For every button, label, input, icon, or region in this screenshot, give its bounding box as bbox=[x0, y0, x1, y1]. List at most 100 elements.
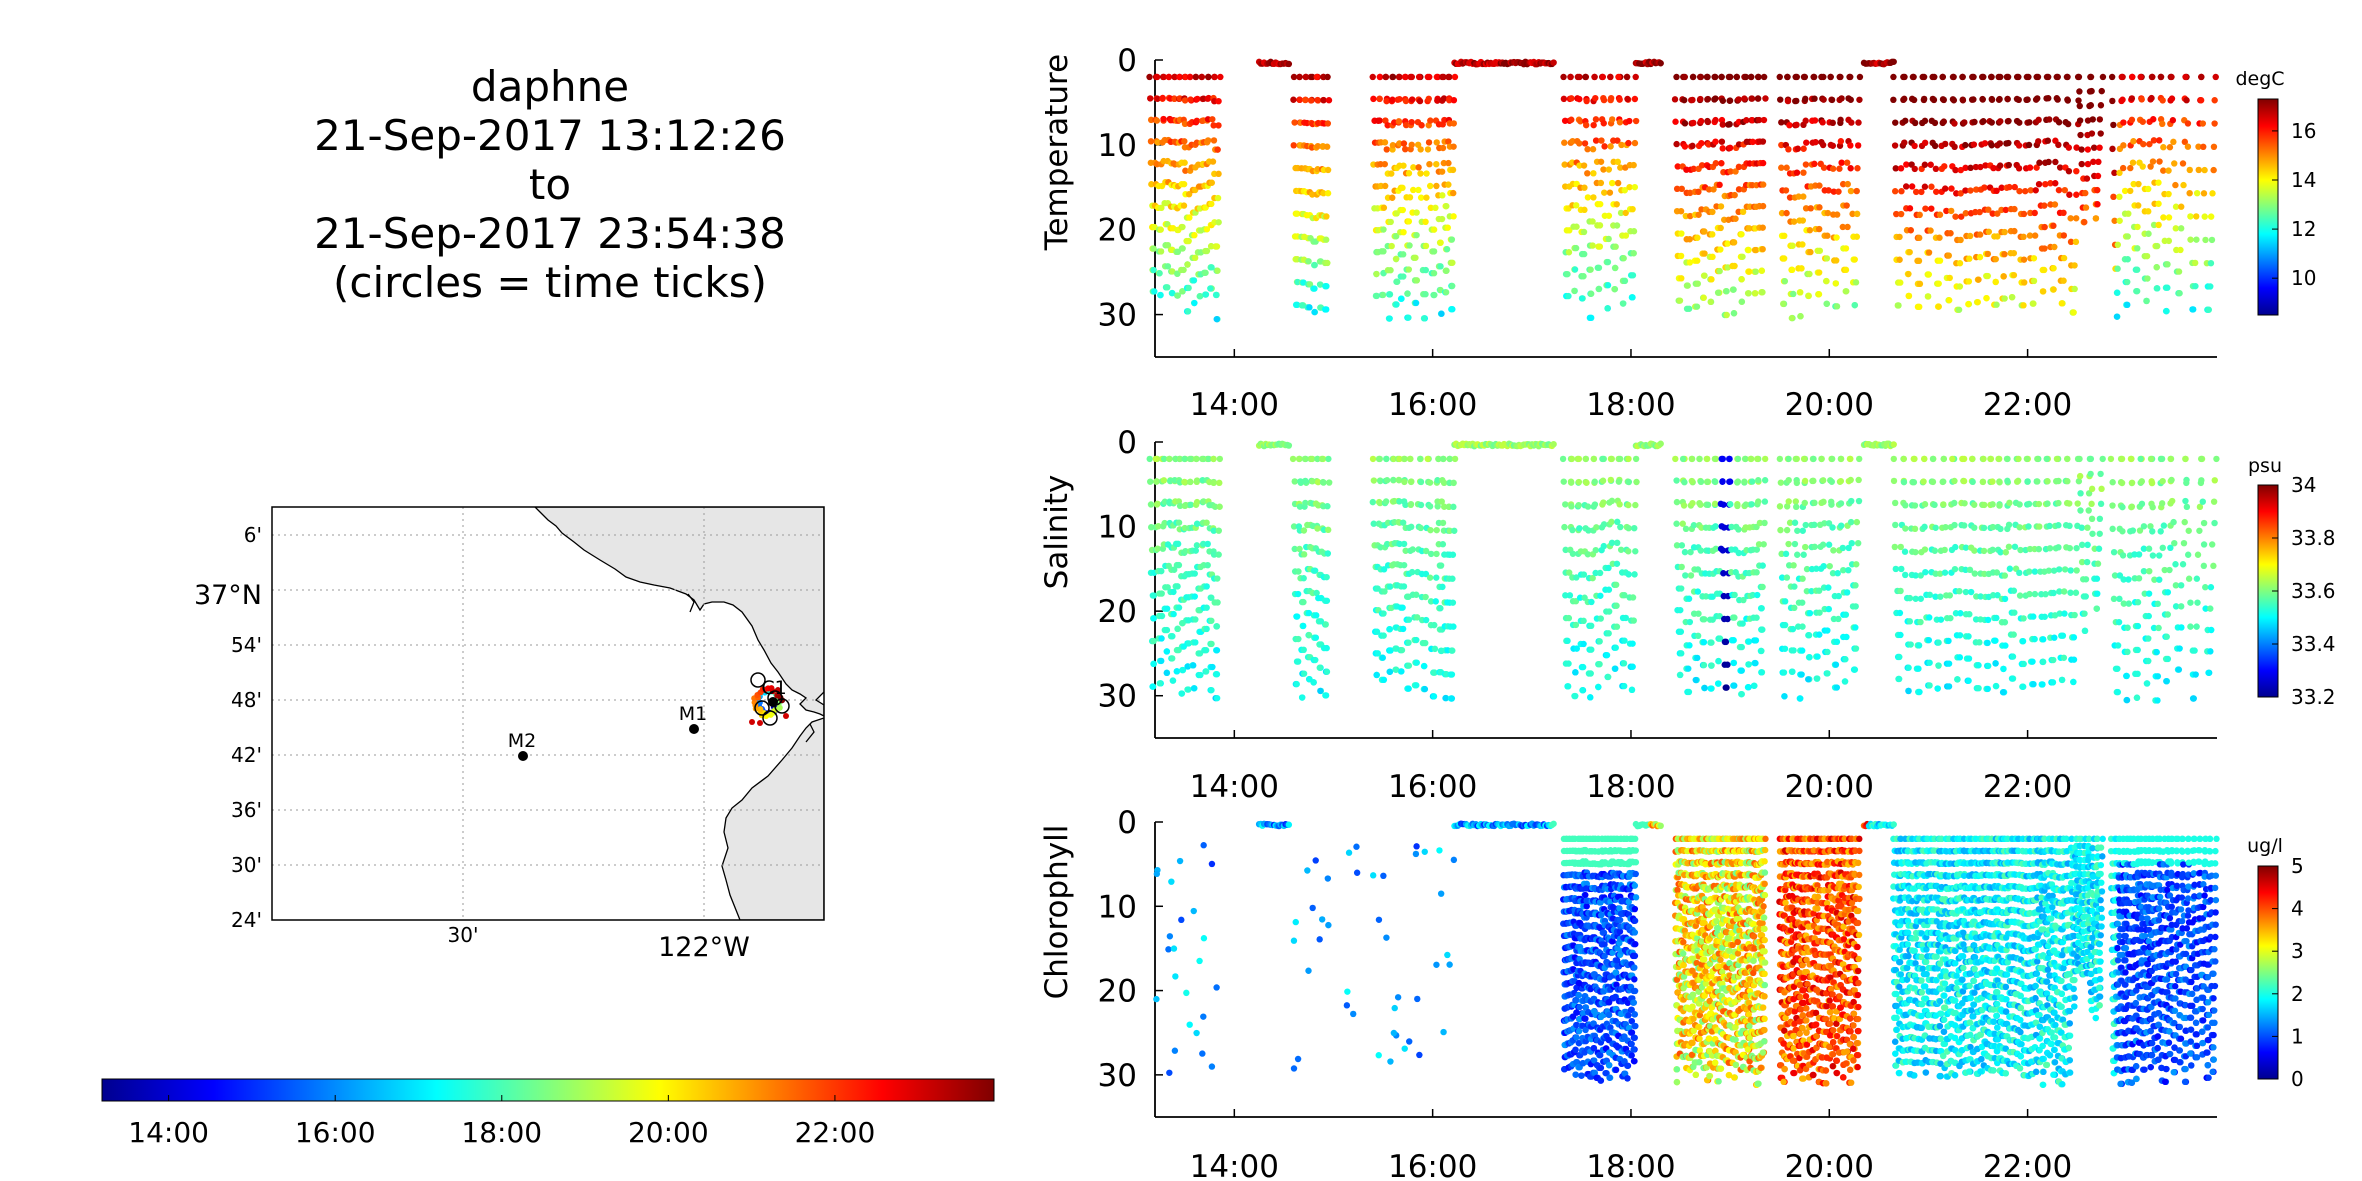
data-point bbox=[1748, 478, 1756, 485]
data-point bbox=[1213, 984, 1220, 991]
data-point bbox=[2162, 307, 2170, 315]
data-point bbox=[2167, 455, 2174, 463]
data-point bbox=[2051, 634, 2058, 641]
data-point bbox=[2097, 102, 2105, 109]
data-point bbox=[1820, 562, 1827, 570]
data-point bbox=[1313, 73, 1320, 81]
data-point bbox=[1799, 527, 1806, 534]
data-point bbox=[1759, 159, 1767, 167]
data-point bbox=[1607, 143, 1614, 150]
data-point bbox=[1689, 96, 1696, 104]
data-point bbox=[2054, 96, 2061, 103]
data-point bbox=[1386, 626, 1394, 633]
data-point bbox=[2034, 73, 2042, 81]
time-colorbar-tick-label: 20:00 bbox=[628, 1116, 709, 1149]
data-point bbox=[2024, 96, 2031, 103]
data-point bbox=[1573, 1034, 1580, 1041]
data-point bbox=[1312, 634, 1320, 641]
data-point bbox=[2005, 139, 2012, 147]
data-point bbox=[1314, 96, 1321, 104]
data-point bbox=[1559, 455, 1567, 463]
data-point bbox=[2194, 599, 2201, 606]
data-point bbox=[2127, 187, 2134, 195]
data-point bbox=[1783, 574, 1791, 581]
data-point bbox=[2006, 499, 2013, 507]
data-point bbox=[1324, 550, 1332, 557]
data-point bbox=[1150, 266, 1157, 274]
data-point bbox=[1192, 73, 1200, 81]
data-point bbox=[1413, 682, 1420, 689]
y-tick-label: 0 bbox=[1117, 805, 1137, 841]
data-point bbox=[2073, 567, 2080, 574]
data-point bbox=[1791, 604, 1798, 612]
data-point bbox=[1295, 635, 1302, 643]
data-point bbox=[2208, 626, 2215, 634]
data-point bbox=[1578, 295, 1586, 302]
data-point bbox=[2145, 208, 2152, 215]
data-point bbox=[2021, 279, 2028, 286]
data-point bbox=[1709, 231, 1716, 238]
data-point bbox=[2119, 96, 2126, 103]
data-point bbox=[1412, 299, 1420, 307]
data-point bbox=[2175, 666, 2183, 673]
data-point bbox=[1322, 621, 1329, 628]
data-point bbox=[1580, 273, 1587, 280]
data-point bbox=[1393, 233, 1400, 240]
data-point bbox=[1843, 202, 1850, 209]
data-point bbox=[2058, 676, 2066, 684]
data-point bbox=[1907, 227, 1915, 234]
data-point bbox=[1613, 602, 1620, 609]
data-point bbox=[1807, 205, 1814, 212]
data-point bbox=[1408, 523, 1415, 531]
data-point bbox=[1811, 95, 1818, 102]
data-point bbox=[2119, 164, 2127, 172]
data-point bbox=[1814, 653, 1821, 660]
data-point bbox=[2055, 499, 2062, 507]
data-point bbox=[1936, 257, 1944, 264]
data-point bbox=[1294, 590, 1302, 598]
data-point bbox=[2010, 249, 2018, 257]
data-point bbox=[2053, 73, 2060, 81]
data-point bbox=[1776, 503, 1784, 510]
data-point bbox=[1971, 547, 1978, 554]
data-point bbox=[1573, 202, 1580, 209]
data-point bbox=[1422, 593, 1429, 601]
data-point bbox=[1600, 96, 1608, 104]
data-point bbox=[1989, 501, 1996, 508]
data-point bbox=[2187, 599, 2194, 606]
data-point bbox=[2078, 524, 2085, 531]
data-point bbox=[1450, 189, 1457, 197]
data-point bbox=[2050, 656, 2057, 664]
data-point bbox=[1203, 583, 1210, 590]
data-point bbox=[1178, 916, 1185, 924]
data-point bbox=[1848, 497, 1855, 505]
data-point bbox=[2213, 455, 2220, 463]
data-point bbox=[2002, 549, 2010, 556]
data-point bbox=[1629, 272, 1637, 279]
data-point bbox=[1426, 160, 1433, 168]
data-point bbox=[1580, 571, 1588, 578]
data-point bbox=[1709, 208, 1716, 216]
data-point bbox=[2157, 73, 2165, 81]
data-point bbox=[1731, 591, 1738, 599]
data-point bbox=[1324, 875, 1332, 882]
data-point bbox=[2133, 266, 2141, 273]
data-point bbox=[1827, 73, 1834, 81]
data-point bbox=[1290, 937, 1298, 944]
data-point bbox=[1890, 441, 1897, 448]
data-point bbox=[1983, 294, 1990, 302]
data-point bbox=[1309, 73, 1316, 81]
data-point bbox=[1323, 597, 1331, 604]
data-point bbox=[1621, 637, 1628, 644]
data-point bbox=[1590, 194, 1597, 201]
data-point bbox=[1203, 625, 1210, 633]
data-point bbox=[1608, 497, 1616, 505]
data-point bbox=[1939, 73, 1946, 81]
data-point bbox=[2158, 500, 2166, 507]
data-point bbox=[1797, 695, 1804, 702]
data-point bbox=[1617, 523, 1624, 531]
data-point bbox=[1935, 639, 1942, 646]
chlorophyll-ylabel: Chlorophyll bbox=[1039, 825, 1075, 1000]
data-point bbox=[1380, 632, 1387, 639]
data-point bbox=[1731, 614, 1738, 621]
